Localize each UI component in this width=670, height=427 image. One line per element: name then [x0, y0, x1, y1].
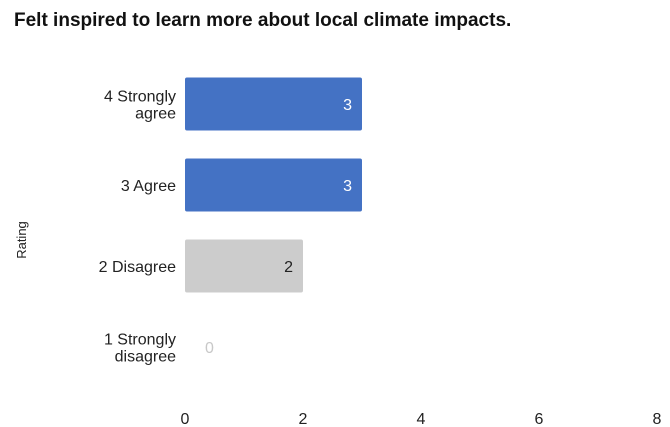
- category-label: 1 Strongly disagree: [104, 332, 176, 366]
- value-label: 3: [343, 178, 352, 195]
- bar: [185, 239, 303, 293]
- x-tick-label: 2: [299, 411, 308, 427]
- category-label: 3 Agree: [121, 178, 176, 195]
- category-label: 4 Strongly agree: [104, 89, 176, 123]
- y-axis-title: Rating: [14, 221, 29, 259]
- value-label: 2: [284, 259, 293, 276]
- value-label: 0: [205, 340, 214, 357]
- category-label: 2 Disagree: [99, 259, 176, 276]
- bar: [185, 77, 362, 131]
- bar: [185, 158, 362, 212]
- value-label: 3: [343, 97, 352, 114]
- x-tick-label: 8: [653, 411, 662, 427]
- x-tick-label: 4: [417, 411, 426, 427]
- x-tick-label: 0: [181, 411, 190, 427]
- chart-title: Felt inspired to learn more about local …: [14, 10, 512, 31]
- x-tick-label: 6: [535, 411, 544, 427]
